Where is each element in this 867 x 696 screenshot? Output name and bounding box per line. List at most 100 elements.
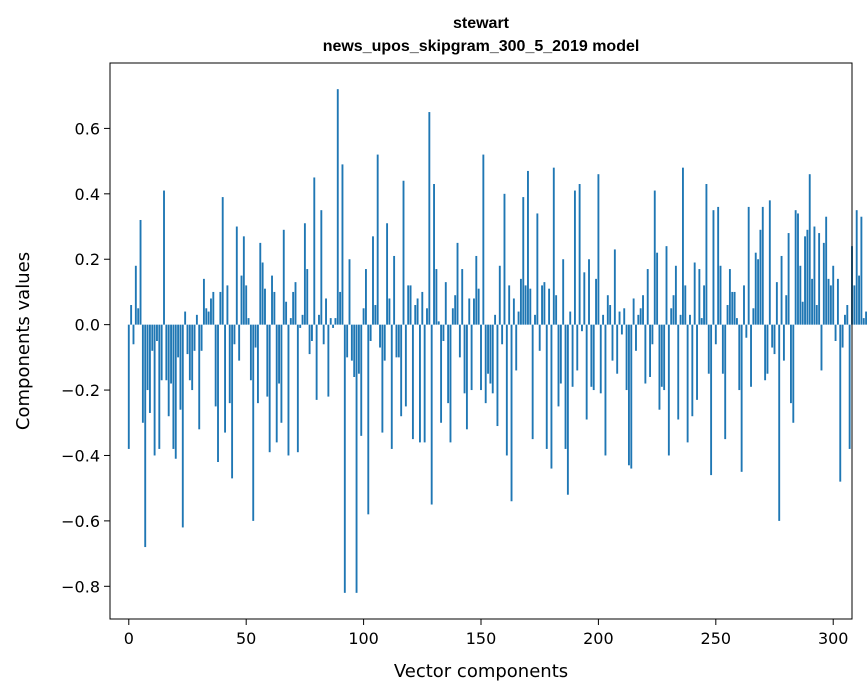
bar [186, 324, 189, 355]
bar [651, 324, 654, 345]
bar [144, 324, 147, 548]
bar [437, 321, 440, 325]
x-tick-label: 50 [236, 629, 256, 648]
bar [132, 324, 135, 345]
bar [343, 324, 346, 593]
y-tick-label: 0.2 [75, 250, 100, 269]
bar [393, 255, 396, 325]
bar [282, 229, 285, 325]
bar [581, 324, 583, 332]
bar [332, 324, 335, 328]
bar [266, 324, 269, 397]
bar [773, 324, 776, 355]
bar [653, 190, 656, 325]
bar [210, 298, 212, 325]
bar [822, 242, 825, 325]
bar [264, 288, 266, 325]
bar [252, 324, 255, 521]
bar [707, 324, 710, 374]
bar [691, 324, 694, 417]
bar [458, 324, 461, 358]
bar [482, 154, 485, 325]
bar [531, 324, 534, 440]
bar [515, 324, 518, 371]
bar [388, 298, 391, 325]
bar [294, 282, 297, 325]
bar [165, 324, 168, 381]
bar [299, 324, 302, 328]
bar [604, 324, 607, 456]
bar [609, 305, 612, 325]
y-axis: −0.8 −0.6 −0.4 −0.2 0.0 0.2 0.4 0.6 [61, 119, 110, 596]
bar [473, 298, 475, 325]
bar [804, 236, 806, 325]
bar [407, 285, 410, 325]
bar [750, 324, 752, 387]
bar [433, 184, 435, 325]
bar [491, 324, 494, 394]
bar [656, 252, 659, 325]
bar [296, 324, 299, 453]
bar [127, 324, 130, 449]
bar [700, 318, 703, 325]
bar [134, 265, 137, 325]
bar [710, 324, 713, 476]
bar [649, 324, 651, 377]
bar [207, 311, 210, 325]
bar [353, 324, 356, 377]
bar [318, 314, 320, 325]
bar [174, 324, 177, 459]
bar [217, 324, 219, 463]
bar [787, 233, 790, 325]
bar [862, 318, 865, 325]
bar [148, 324, 151, 413]
bar [224, 324, 226, 433]
bar [205, 308, 208, 325]
bar [569, 311, 572, 325]
bar [320, 210, 323, 325]
bar [865, 311, 867, 325]
bar [829, 285, 832, 325]
bar [242, 236, 245, 325]
bar [705, 184, 708, 325]
bar [573, 190, 576, 325]
bar [188, 324, 191, 381]
bar [728, 269, 731, 325]
bar [451, 308, 454, 325]
bar [726, 305, 729, 325]
bar [524, 285, 527, 325]
bar [606, 295, 609, 325]
bar [642, 295, 644, 325]
bar [442, 324, 445, 341]
bar [512, 298, 515, 325]
bar [214, 324, 217, 407]
bar [794, 210, 797, 325]
bar [635, 324, 637, 351]
bar [303, 223, 306, 325]
bar [461, 269, 464, 325]
bar [764, 324, 767, 381]
bar [583, 272, 586, 325]
bar [771, 324, 774, 348]
bar [151, 324, 154, 351]
bar [444, 282, 447, 325]
bar [348, 259, 351, 325]
bar [578, 184, 581, 325]
bar [313, 177, 316, 325]
bar [689, 314, 691, 325]
bar [860, 216, 863, 325]
bar [423, 324, 426, 443]
bar [682, 167, 684, 325]
bar [646, 269, 649, 325]
bar [719, 265, 722, 325]
bar [674, 265, 677, 325]
bar [339, 291, 342, 325]
bar [240, 275, 243, 325]
bar [355, 324, 358, 593]
bar [376, 154, 379, 325]
bar [397, 324, 400, 358]
bar [597, 174, 600, 325]
bar [625, 324, 628, 391]
bar [717, 206, 720, 325]
bar [853, 285, 856, 325]
